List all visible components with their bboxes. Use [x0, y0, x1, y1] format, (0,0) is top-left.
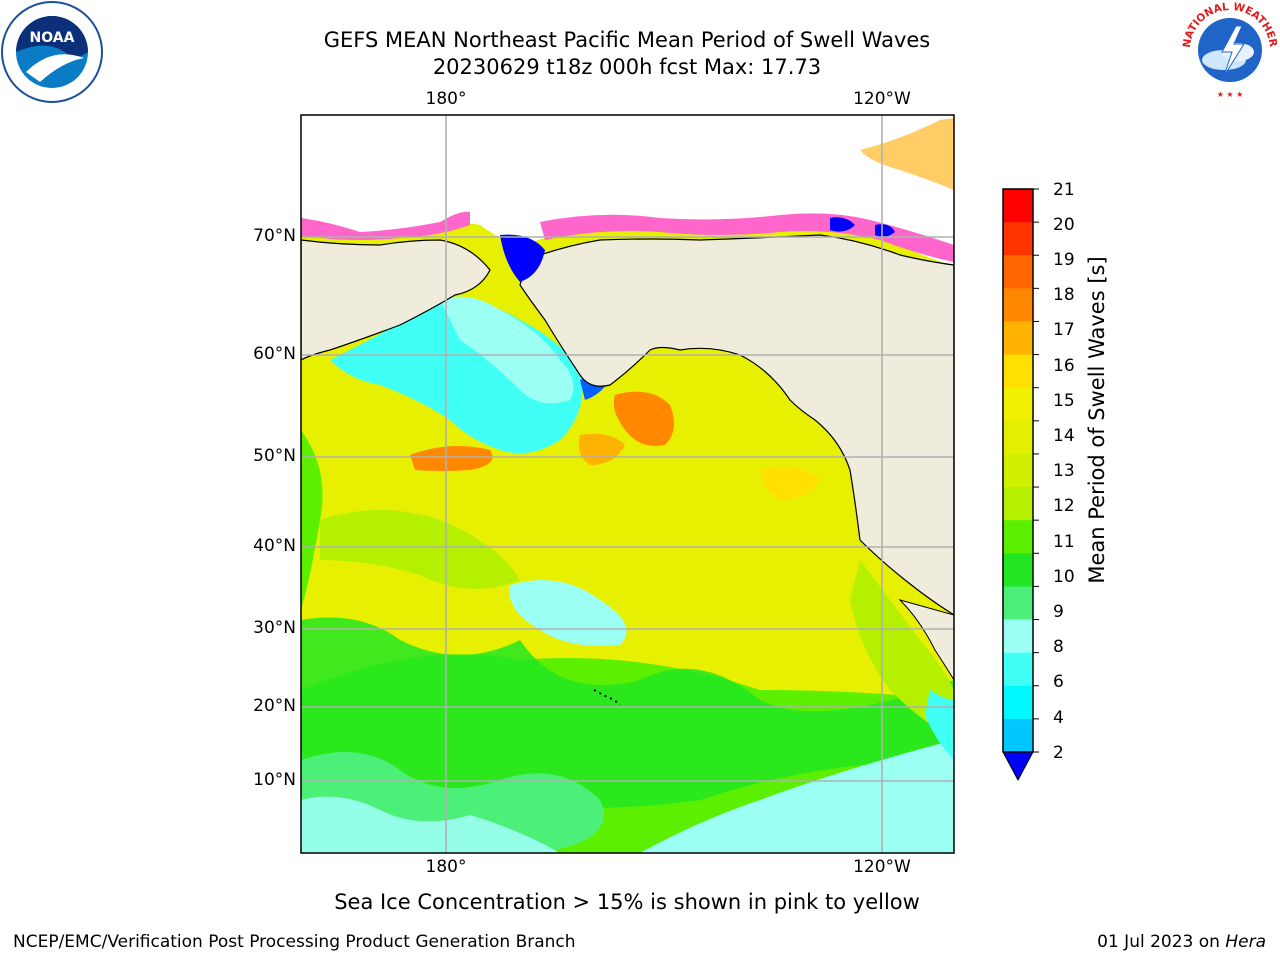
lat-label-20n: 20°N — [253, 696, 296, 716]
colorbar-tick: 2 — [1053, 743, 1064, 763]
colorbar-segment — [1003, 354, 1033, 389]
lon-label-bottom-180: 180° — [425, 857, 467, 877]
colorbar-frame — [1002, 188, 1034, 753]
footer-date-text: 01 Jul 2023 on — [1097, 932, 1226, 952]
graticule — [301, 115, 954, 853]
colorbar-segment — [1003, 619, 1033, 654]
colorbar-segment — [1003, 189, 1033, 223]
colorbar-tick: 21 — [1053, 180, 1075, 200]
map-frame — [300, 114, 955, 854]
lat-label-50n: 50°N — [253, 446, 296, 466]
colorbar-segment — [1003, 685, 1033, 720]
noaa-logo-text: NOAA — [30, 30, 75, 46]
bering-sea-cyan-2 — [440, 296, 574, 404]
lat-label-70n: 70°N — [253, 226, 296, 246]
lat-label-60n: 60°N — [253, 344, 296, 364]
lat-label-30n: 30°N — [253, 618, 296, 638]
colorbar-segment — [1003, 321, 1033, 356]
land-siberia — [301, 239, 491, 361]
sea-ice-chukchi — [301, 211, 470, 240]
lon-label-top-180: 180° — [425, 89, 467, 109]
nws-logo: NATIONAL WEATHER SERVICE ★ ★ ★ — [1178, 0, 1279, 99]
colorbar-extension — [1002, 751, 1034, 782]
footer-credit: NCEP/EMC/Verification Post Processing Pr… — [13, 932, 576, 952]
colorbar-segment — [1003, 652, 1033, 687]
colorbar-segment — [1003, 387, 1033, 422]
colorbar-tick: 8 — [1053, 637, 1064, 657]
cyan-south-left — [301, 796, 560, 853]
footer-date: 01 Jul 2023 on Hera — [1097, 932, 1266, 952]
colorbar-tick: 18 — [1053, 285, 1075, 305]
colorbar-segment — [1003, 718, 1033, 753]
sea-ice-blue-2 — [830, 217, 855, 232]
colorbar-segment — [1003, 487, 1033, 521]
colorbar-segment — [1003, 520, 1033, 554]
colorbar-tick: 4 — [1053, 708, 1064, 728]
colorbar-segment — [1003, 453, 1033, 488]
lon-label-bottom-120w: 120°W — [853, 857, 911, 877]
colorbar-tick: 14 — [1053, 426, 1075, 446]
footer-host: Hera — [1225, 932, 1266, 952]
green-coast-strip — [850, 560, 954, 740]
colorbar-tick: 15 — [1053, 391, 1075, 411]
green-band-mid — [301, 617, 954, 808]
sea-ice-note: Sea Ice Concentration > 15% is shown in … — [334, 890, 920, 914]
colorbar-segment — [1003, 553, 1033, 587]
chart-title: GEFS MEAN Northeast Pacific Mean Period … — [323, 28, 931, 52]
colorbar-tick: 9 — [1053, 602, 1064, 622]
land-baja — [898, 599, 954, 681]
colorbar-tick: 10 — [1053, 567, 1075, 587]
orange-patch-gulf — [613, 391, 674, 446]
noaa-logo: NOAA — [1, 1, 103, 103]
colorbar-tick: 13 — [1053, 461, 1075, 481]
lon-label-top-120w: 120°W — [853, 89, 911, 109]
sea-ice-blue-1 — [500, 234, 545, 282]
orange-patch-west — [410, 446, 493, 471]
hawaii-islands — [593, 689, 621, 706]
colorbar-tick: 20 — [1053, 215, 1075, 235]
colorbar-tick: 6 — [1053, 672, 1064, 692]
colorbar-segment — [1003, 222, 1033, 256]
amber-patch-east — [760, 466, 820, 500]
colorbar-segment — [1003, 255, 1033, 289]
lat-label-40n: 40°N — [253, 536, 296, 556]
chart-subtitle: 20230629 t18z 000h fcst Max: 17.73 — [432, 55, 822, 79]
colorbar-tick: 12 — [1053, 496, 1075, 516]
colorbar-segment — [1003, 420, 1033, 455]
lat-label-10n: 10°N — [253, 770, 296, 790]
colorbar-segment — [1003, 288, 1033, 322]
colorbar-segment — [1003, 586, 1033, 621]
nws-stars-icon: ★ ★ ★ — [1217, 90, 1244, 99]
land-arctic — [301, 115, 954, 265]
green-swirl-1 — [320, 510, 520, 589]
colorbar-label: Mean Period of Swell Waves [s] — [1085, 256, 1109, 584]
colorbar-tick: 11 — [1053, 532, 1075, 552]
cyan-south-right — [640, 740, 954, 853]
sea-ice-blue-3 — [875, 224, 895, 237]
colorbar-tick: 19 — [1053, 250, 1075, 270]
green-west-strip — [301, 430, 323, 610]
colorbar-tick: 17 — [1053, 320, 1075, 340]
colorbar-tick: 16 — [1053, 356, 1075, 376]
sea-ice-canada-north — [860, 118, 954, 190]
